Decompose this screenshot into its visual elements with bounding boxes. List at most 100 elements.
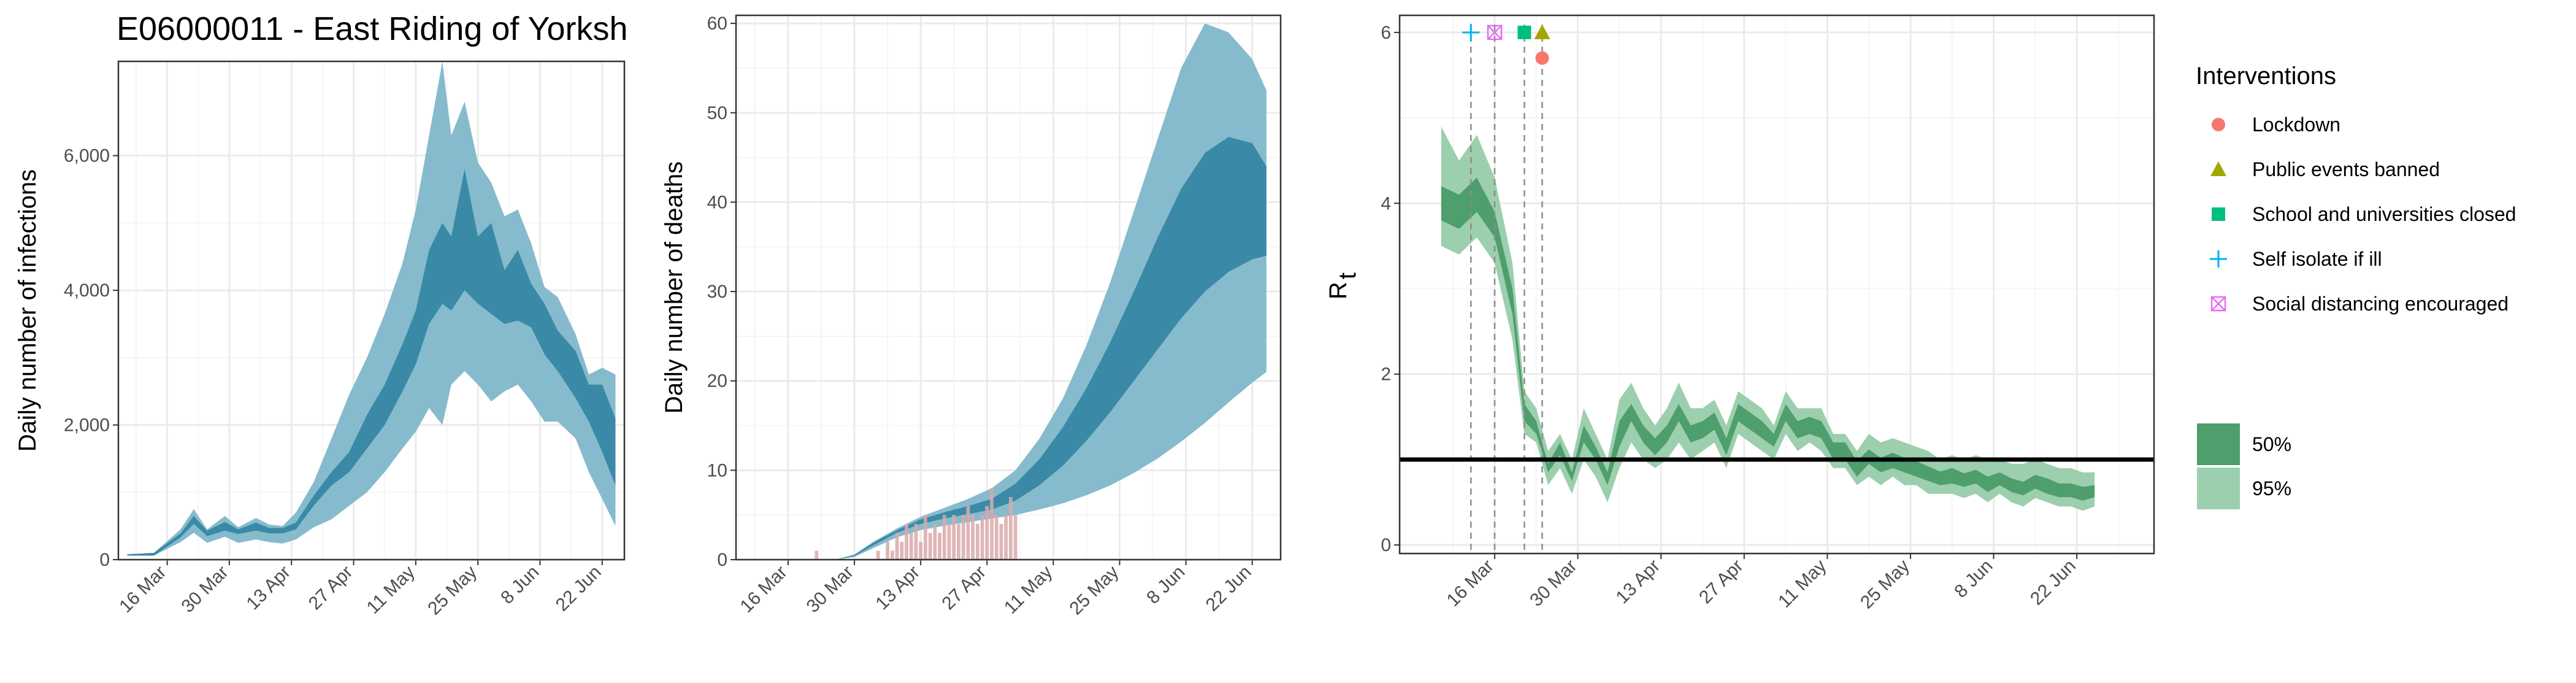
observed-death-bar (957, 523, 960, 560)
plot-title: E06000011 - East Riding of Yorksh (117, 10, 628, 47)
intervention-marker (1517, 25, 1531, 39)
legend-key (2212, 118, 2225, 131)
observed-death-bar (923, 515, 927, 560)
x-tick-label: 11 May (1774, 556, 1830, 612)
y-tick-label: 30 (707, 282, 727, 302)
infections-panel: 16 Mar 30 Mar 13 Apr 27 Apr 11 May 25 May 8 Ju… (14, 10, 628, 619)
observed-death-bar (876, 550, 880, 560)
x-tick-label: 22 Jun (552, 562, 605, 615)
legend-label: Self isolate if ill (2252, 248, 2382, 270)
x-tick-label: 27 Apr (305, 562, 357, 614)
observed-death-bar (961, 515, 965, 560)
deaths-panel: 16 Mar 30 Mar 13 Apr 27 Apr 11 May 25 May 8 Ju… (661, 14, 1282, 619)
legend-label: Public events banned (2252, 158, 2440, 180)
y-axis-title: R (1325, 282, 1352, 299)
y-tick-label: 0 (1381, 535, 1391, 555)
y-tick-label: 0 (99, 550, 110, 570)
y-tick-label: 6,000 (64, 146, 110, 166)
deaths-band-50 (835, 137, 1267, 560)
y-tick-label: 60 (707, 14, 727, 34)
observed-death-bar (895, 533, 899, 560)
y-tick-label: 2 (1381, 365, 1391, 385)
legend-key (2210, 161, 2226, 176)
observed-death-bar (933, 523, 937, 560)
rt-band-95 (1441, 126, 2095, 511)
observed-death-bar (994, 515, 999, 560)
y-tick-label: 4 (1381, 193, 1391, 214)
legend-label: Lockdown (2252, 114, 2340, 136)
y-axis-title: Daily number of deaths (661, 161, 688, 414)
observed-death-bar (1004, 515, 1008, 560)
x-tick-label: 13 Apr (243, 562, 295, 614)
observed-death-bar (914, 523, 918, 560)
legend-band-swatch (2197, 468, 2240, 509)
x-tick-label: 16 Mar (115, 562, 170, 617)
x-tick-label: 11 May (1000, 562, 1056, 618)
x-tick-label: 25 May (1857, 556, 1914, 613)
y-tick-label: 4,000 (64, 280, 110, 301)
x-tick-label: 22 Jun (2026, 556, 2080, 609)
infection-band-50 (127, 169, 616, 556)
observed-death-bar (928, 533, 932, 560)
observed-death-bar (900, 541, 904, 560)
x-tick-label: 27 Apr (938, 562, 991, 614)
observed-death-bar (942, 515, 946, 560)
observed-death-bar (980, 515, 984, 560)
observed-death-bar (971, 515, 975, 560)
y-tick-label: 10 (707, 460, 727, 480)
observed-death-bar (905, 523, 908, 560)
observed-death-bar (886, 541, 889, 560)
y-tick-label: 6 (1381, 23, 1391, 43)
legend-label: School and universities closed (2252, 203, 2516, 225)
y-axis-title-subscript: t (1334, 272, 1361, 279)
observed-death-bar (985, 506, 989, 560)
observed-death-bar (1008, 497, 1013, 560)
legend-label: 95% (2252, 477, 2291, 500)
x-tick-label: 30 Mar (803, 562, 857, 617)
observed-death-bar (938, 533, 941, 560)
observed-death-bar (975, 523, 979, 560)
x-tick-label: 8 Jun (1143, 562, 1189, 608)
x-tick-label: 30 Mar (1526, 556, 1581, 611)
rt-panel: 16 Mar 30 Mar 13 Apr 27 Apr 11 May 25 May 8 Ju… (1325, 14, 2155, 613)
x-tick-label: 13 Apr (1612, 556, 1664, 608)
x-tick-label: 16 Mar (1443, 556, 1498, 611)
observed-death-bar (990, 488, 994, 560)
legend: Interventions Lockdown Public events banne… (2196, 63, 2516, 509)
x-tick-label: 25 May (424, 562, 481, 619)
observed-death-bar (919, 541, 923, 560)
intervention-marker (1487, 25, 1503, 41)
x-tick-label: 13 Apr (872, 562, 924, 614)
deaths-band-95 (835, 23, 1267, 560)
y-tick-label: 50 (707, 103, 727, 123)
x-tick-label: 8 Jun (1950, 556, 1996, 602)
x-tick-label: 22 Jun (1202, 562, 1255, 615)
legend-key (2210, 250, 2227, 268)
x-tick-label: 30 Mar (178, 562, 232, 617)
intervention-marker (1462, 23, 1480, 41)
legend-key (2210, 296, 2226, 312)
intervention-marker (1534, 24, 1551, 39)
panel-border (117, 60, 626, 561)
x-tick-label: 8 Jun (497, 562, 543, 608)
legend-key (2212, 207, 2225, 221)
observed-death-bar (909, 533, 913, 560)
observed-death-bar (952, 515, 956, 560)
legend-band-swatch (2197, 423, 2240, 465)
x-tick-label: 27 Apr (1695, 556, 1747, 608)
observed-death-bar (1013, 515, 1018, 560)
y-tick-label: 2,000 (64, 415, 110, 436)
legend-label: Social distancing encouraged (2252, 293, 2509, 315)
y-axis-title: Daily number of infections (14, 169, 41, 452)
y-tick-label: 20 (707, 371, 727, 392)
x-tick-label: 25 May (1066, 562, 1123, 619)
observed-death-bar (966, 506, 970, 560)
panel-border (735, 14, 1282, 561)
y-tick-label: 40 (707, 192, 727, 212)
intervention-marker (1535, 51, 1549, 65)
panel-border (1398, 14, 2155, 555)
rt-band-50 (1441, 177, 2095, 501)
observed-death-bar (999, 523, 1003, 560)
observed-death-bar (815, 550, 819, 560)
